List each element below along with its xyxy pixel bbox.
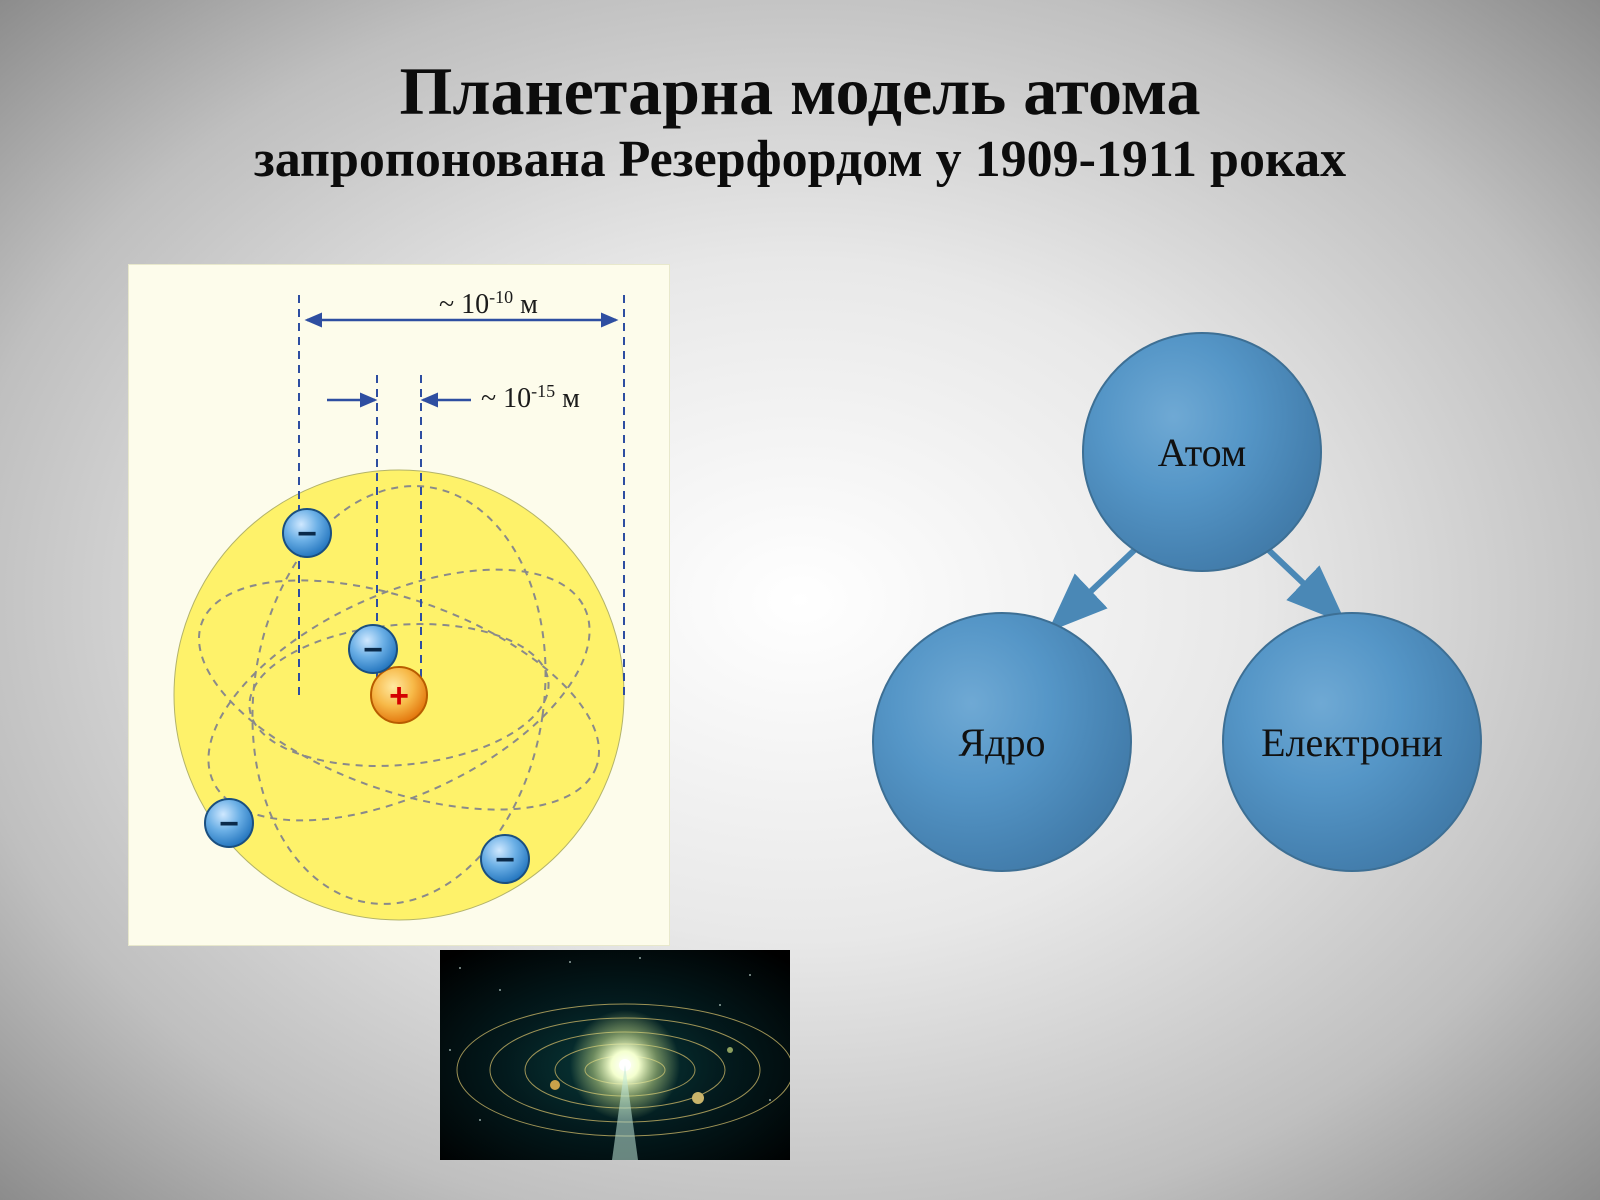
atom-diagram: ~ 10-10 м ~ 10-15 м + − − − — [128, 264, 670, 946]
electron: − — [349, 625, 397, 673]
solar-svg — [440, 950, 790, 1160]
svg-text:−: − — [495, 841, 515, 879]
electron: − — [283, 509, 331, 557]
dim-label-inner: ~ 10-15 м — [481, 381, 580, 414]
svg-text:−: − — [297, 515, 317, 553]
svg-text:−: − — [363, 631, 383, 669]
bubble-atom-label: Атом — [1148, 429, 1256, 476]
concept-map: Атом Ядро Електрони — [790, 320, 1510, 880]
bubble-nucleus: Ядро — [872, 612, 1132, 872]
title-main: Планетарна модель атома — [0, 56, 1600, 127]
svg-text:−: − — [219, 805, 239, 843]
electron: − — [481, 835, 529, 883]
nucleus-symbol: + — [389, 677, 409, 715]
electron: − — [205, 799, 253, 847]
title-sub: запропонована Резерфордом у 1909-1911 ро… — [0, 131, 1600, 188]
atom-svg: ~ 10-10 м ~ 10-15 м + − − − — [129, 265, 669, 945]
bubble-electrons: Електрони — [1222, 612, 1482, 872]
slide: Планетарна модель атома запропонована Ре… — [0, 0, 1600, 1200]
title-block: Планетарна модель атома запропонована Ре… — [0, 56, 1600, 189]
bubble-nucleus-label: Ядро — [948, 719, 1055, 766]
dim-label-outer: ~ 10-10 м — [439, 287, 538, 320]
bubble-electrons-label: Електрони — [1251, 719, 1453, 766]
bubble-atom: Атом — [1082, 332, 1322, 572]
solar-system-image — [440, 950, 790, 1160]
